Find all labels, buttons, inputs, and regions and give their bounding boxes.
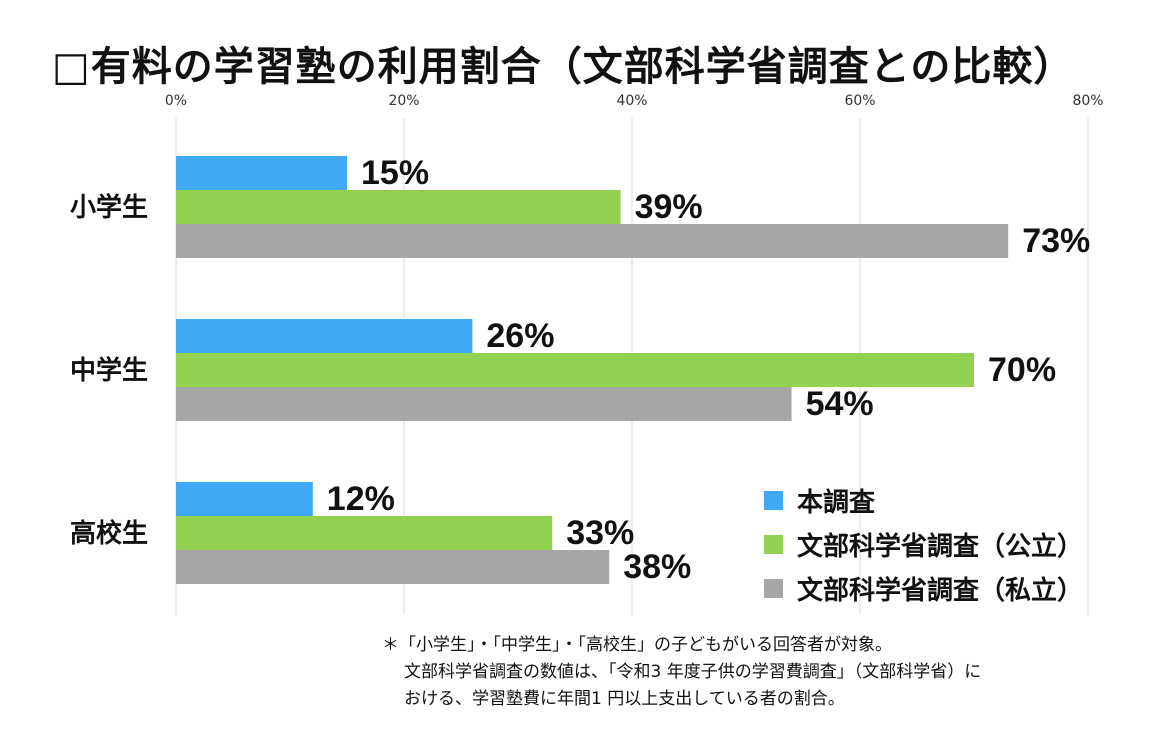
bar <box>176 319 473 353</box>
chart-title: □有料の学習塾の利用割合（文部科学省調査との比較） <box>52 44 1075 90</box>
footnote-line-1: ＊「小学生」・「中学生」・「高校生」の子どもがいる回答者が対象。 <box>382 635 892 655</box>
x-tick-label: 60% <box>844 93 875 109</box>
legend-swatch <box>764 578 783 598</box>
data-label: 26% <box>486 317 554 355</box>
category-label: 中学生 <box>70 355 148 386</box>
category-label: 小学生 <box>70 192 148 223</box>
legend: 本調査文部科学省調査（公立） 文部科学省調査（私立） <box>764 478 1083 610</box>
bar <box>176 190 621 224</box>
legend-item: 本調査 <box>764 478 1083 522</box>
legend-swatch <box>764 490 783 510</box>
bar <box>176 516 553 550</box>
legend-label: 本調査 <box>797 487 876 518</box>
bar <box>176 156 347 190</box>
legend-item: 文部科学省調査（公立） <box>764 522 1083 566</box>
bar-chart: 0% 20% 40% 60% 80% 小学生 15% 39% 73% 中学生 26% 70% 54% 高校… <box>70 93 1104 615</box>
data-label: 70% <box>988 351 1056 389</box>
bar <box>176 224 1009 258</box>
data-label: 12% <box>327 480 395 518</box>
legend-swatch <box>764 534 783 554</box>
x-tick-label: 80% <box>1072 93 1103 109</box>
legend-label: 文部科学省調査（私立） <box>797 575 1084 606</box>
data-label: 54% <box>806 385 874 423</box>
data-label: 73% <box>1022 222 1090 260</box>
footnote-line-2: 文部科学省調査の数値は、「令和3 年度子供の学習費調査」（文部科学省）に <box>404 662 982 682</box>
data-label: 38% <box>623 548 691 586</box>
footnote: ＊「小学生」・「中学生」・「高校生」の子どもがいる回答者が対象。 文部科学省調査… <box>382 632 981 713</box>
data-label: 15% <box>361 154 429 192</box>
category-label: 高校生 <box>70 518 148 549</box>
x-tick-label: 40% <box>616 93 647 109</box>
x-tick-label: 20% <box>388 93 419 109</box>
legend-label: 文部科学省調査（公立） <box>797 531 1084 562</box>
footnote-line-3: おける、学習塾費に年間1 円以上支出している者の割合。 <box>404 689 845 709</box>
data-label: 39% <box>635 188 703 226</box>
bar <box>176 387 792 421</box>
x-tick-label: 0% <box>165 93 187 109</box>
data-label: 33% <box>566 514 634 552</box>
legend-item: 文部科学省調査（私立） <box>764 566 1083 610</box>
bar <box>176 482 313 516</box>
bar <box>176 550 610 584</box>
bar <box>176 353 974 387</box>
